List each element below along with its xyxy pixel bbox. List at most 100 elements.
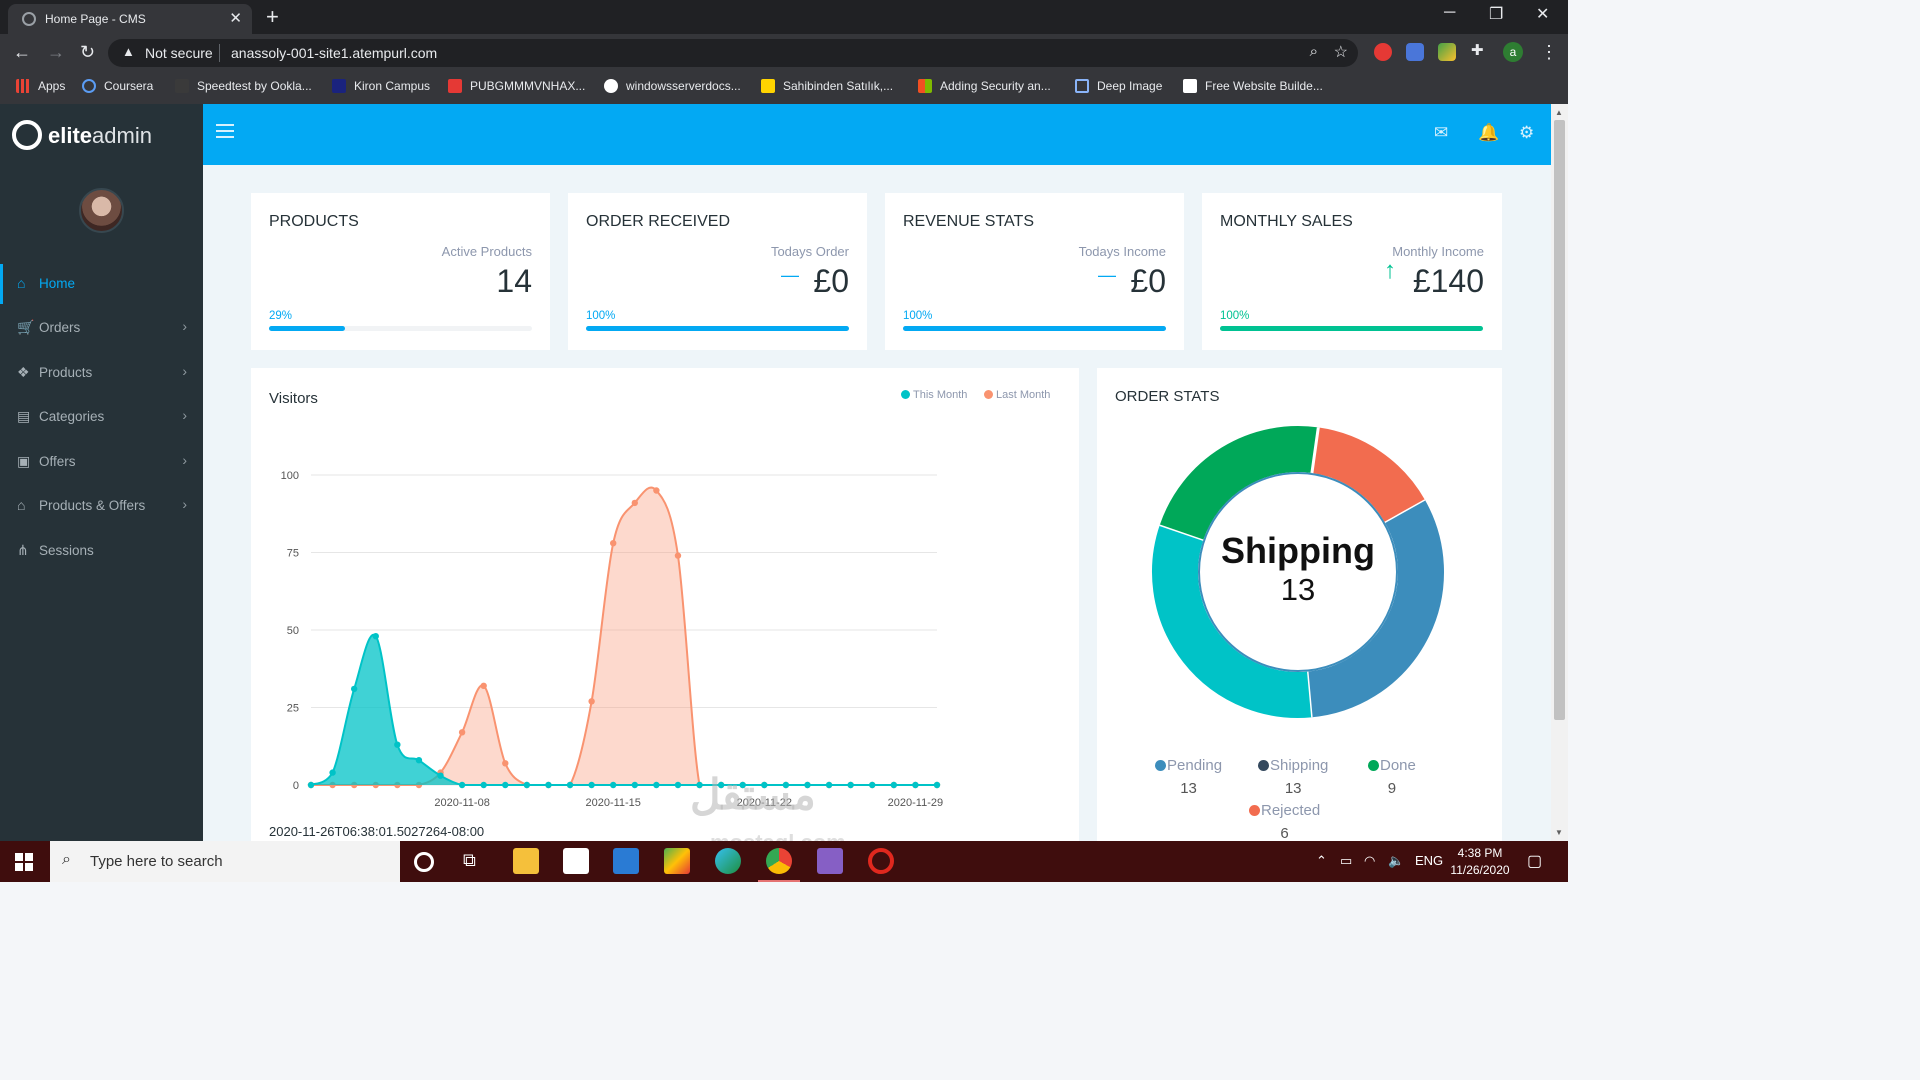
extensions-puzzle-icon[interactable]: ✚ (1471, 42, 1484, 59)
new-tab-button[interactable]: + (266, 4, 279, 29)
zoom-icon[interactable]: ⌕ (1309, 43, 1318, 60)
stat-percent: 100% (903, 310, 933, 322)
battery-icon[interactable]: ▭ (1340, 853, 1353, 868)
legend-last-month[interactable]: Last Month (984, 389, 1050, 401)
mail-app-icon[interactable] (613, 848, 639, 874)
extension-adblock-icon[interactable] (1374, 43, 1392, 61)
visitors-title: Visitors (269, 390, 318, 407)
point-last-month (653, 487, 660, 494)
volume-icon[interactable]: 🔈 (1388, 853, 1405, 868)
security-label[interactable]: Not secure (145, 45, 213, 61)
address-bar[interactable]: ▲ Not secure anassoly-001-site1.atempurl… (108, 39, 1358, 67)
visual-studio-icon[interactable] (817, 848, 843, 874)
legend-dot-icon (1249, 805, 1260, 816)
sidebar-item-home[interactable]: ⌂ Home (0, 264, 203, 304)
bookmark-sahibinden[interactable]: Sahibinden Satılık,... (761, 79, 893, 93)
profile-avatar[interactable]: a (1503, 42, 1523, 62)
scroll-down-icon[interactable]: ▼ (1555, 828, 1563, 837)
bookmark-windowsserverdocs[interactable]: windowsserverdocs... (604, 79, 741, 93)
point-this-month (653, 781, 660, 789)
forward-icon[interactable]: → (47, 42, 65, 62)
legend-shipping[interactable]: Shipping 13 (1258, 757, 1328, 797)
legend-this-month[interactable]: This Month (901, 389, 967, 401)
tray-chevron-up-icon[interactable]: ⌃ (1316, 853, 1327, 868)
close-window-icon[interactable]: ✕ (1536, 6, 1550, 23)
sidebar-item-categories[interactable]: ▤ Categories › (17, 407, 187, 424)
stat-card-products: PRODUCTS Active Products 14 29% (251, 193, 550, 350)
restore-icon[interactable]: ❐ (1489, 6, 1504, 23)
bookmark-apps[interactable]: Apps (16, 79, 65, 93)
point-last-month (458, 729, 466, 736)
point-this-month (329, 769, 336, 776)
bookmark-kiron[interactable]: Kiron Campus (332, 79, 430, 93)
mail-icon[interactable]: ✉ (1434, 123, 1449, 142)
arrow-up-icon: ↑ (1384, 257, 1396, 284)
logo-icon (12, 120, 42, 150)
page-scrollbar[interactable]: ▲ ▼ (1551, 104, 1568, 841)
sidebar-item-offers[interactable]: ▣ Offers › (17, 452, 187, 469)
bookmark-deep-image[interactable]: Deep Image (1075, 79, 1162, 93)
store-icon[interactable] (563, 848, 589, 874)
chrome-icon[interactable] (758, 848, 800, 882)
brand-logo[interactable]: eliteadmin (12, 120, 152, 150)
windows-start-icon[interactable] (15, 853, 33, 871)
point-this-month (717, 781, 725, 789)
cortana-icon[interactable] (414, 852, 434, 872)
progress-fill (269, 326, 346, 331)
extension-translate-icon[interactable] (1406, 43, 1424, 61)
stat-subtitle: Todays Income (1078, 244, 1166, 259)
legend-rejected[interactable]: Rejected 6 (1249, 802, 1320, 841)
stat-subtitle: Active Products (441, 244, 532, 259)
opera-icon[interactable] (868, 848, 894, 874)
taskbar-search-box[interactable]: ⌕ Type here to search (50, 841, 400, 882)
wifi-icon[interactable]: ◠ (1364, 853, 1376, 868)
sidebar-item-sessions[interactable]: ⋔ Sessions (17, 542, 94, 558)
apps-grid-icon (16, 79, 30, 93)
task-view-icon[interactable]: ⧉ (463, 850, 476, 870)
gear-icon[interactable]: ⚙ (1519, 123, 1535, 142)
bookmark-coursera[interactable]: Coursera (82, 79, 153, 93)
point-this-month (847, 781, 854, 789)
point-last-month (480, 682, 487, 689)
language-indicator[interactable]: ENG (1415, 853, 1444, 868)
snipping-tool-icon[interactable] (664, 848, 690, 874)
system-clock[interactable]: 4:38 PM 11/26/2020 (1440, 845, 1520, 879)
order-stats-donut (1152, 426, 1444, 718)
browser-tab[interactable]: Home Page - CMS ✕ (8, 4, 252, 34)
legend-done[interactable]: Done 9 (1368, 757, 1416, 797)
stat-title: ORDER RECEIVED (586, 213, 731, 230)
point-this-month (566, 781, 574, 789)
stat-subtitle: Todays Order (770, 244, 849, 259)
bookmark-speedtest[interactable]: Speedtest by Ookla... (175, 79, 312, 93)
edge-icon[interactable] (715, 848, 741, 874)
bookmark-adding-security[interactable]: Adding Security an... (918, 79, 1051, 93)
reload-icon[interactable]: ↻ (80, 42, 96, 62)
bookmark-free-website[interactable]: Free Website Builde... (1183, 79, 1323, 93)
watermark-logo: مستقل (690, 771, 816, 818)
extension-colorful-icon[interactable] (1438, 43, 1456, 61)
user-avatar[interactable] (79, 188, 124, 233)
point-this-month (782, 781, 790, 789)
legend-pending[interactable]: Pending 13 (1155, 757, 1222, 797)
sidebar-item-products-offers[interactable]: ⌂ Products & Offers › (17, 496, 187, 513)
back-icon[interactable]: ← (13, 42, 31, 62)
notifications-icon[interactable]: ▢ (1527, 853, 1543, 870)
stat-card-orders: ORDER RECEIVED Todays Order — £0 100% (568, 193, 867, 350)
hamburger-menu-icon[interactable] (216, 124, 234, 142)
scrollbar-thumb[interactable] (1554, 120, 1565, 720)
top-navbar: ✉ 🔔 ⚙ (203, 104, 1551, 165)
tab-close-icon[interactable]: ✕ (229, 10, 242, 27)
file-explorer-icon[interactable] (513, 848, 539, 874)
browser-menu-icon[interactable]: ⋮ (1540, 42, 1558, 62)
sidebar-item-orders[interactable]: 🛒 Orders › (17, 318, 187, 335)
point-this-month (912, 781, 919, 789)
point-this-month (502, 781, 509, 789)
scroll-up-icon[interactable]: ▲ (1555, 108, 1563, 117)
bookmark-pubg[interactable]: PUBGMMMVNHAX... (448, 79, 585, 93)
url-text[interactable]: anassoly-001-site1.atempurl.com (231, 45, 438, 61)
bookmark-star-icon[interactable]: ☆ (1333, 44, 1348, 61)
stat-value: £0 (813, 263, 849, 299)
minimize-icon[interactable]: ─ (1444, 4, 1456, 21)
bell-icon[interactable]: 🔔 (1478, 123, 1500, 142)
sidebar-item-products[interactable]: ❖ Products › (17, 363, 187, 380)
